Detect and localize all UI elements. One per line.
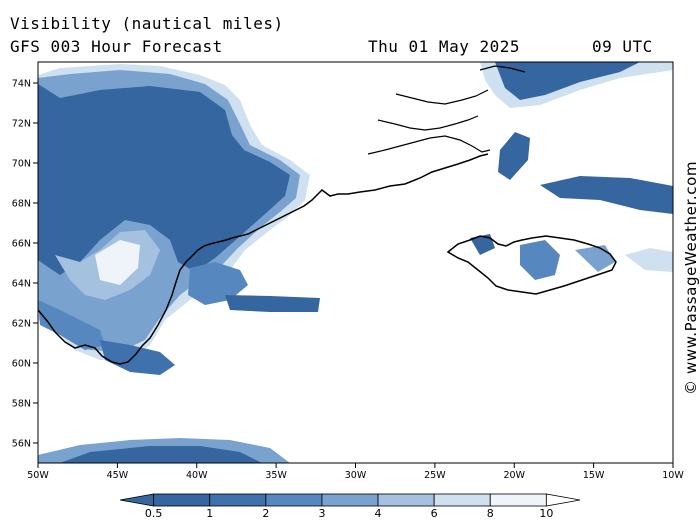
longitude-axis: 50W 45W 40W 35W 30W 25W 20W 15W 10W	[27, 463, 684, 481]
colorbar-label: 8	[487, 507, 494, 520]
lon-tick-label: 25W	[424, 470, 446, 481]
colorbar-label: 2	[262, 507, 269, 520]
lon-tick-label: 30W	[345, 470, 367, 481]
colorbar-label: 3	[318, 507, 325, 520]
lon-tick-label: 45W	[107, 470, 129, 481]
lat-tick-label: 56N	[12, 439, 31, 450]
lat-tick-label: 62N	[12, 319, 31, 330]
lat-tick-label: 58N	[12, 399, 31, 410]
colorbar-label: 6	[431, 507, 438, 520]
lon-tick-label: 15W	[583, 470, 605, 481]
lat-tick-label: 64N	[12, 279, 31, 290]
lat-tick-label: 66N	[12, 239, 31, 250]
forecast-date: Thu 01 May 2025	[368, 37, 520, 56]
chart-title: Visibility (nautical miles)	[10, 14, 284, 33]
greenland-fjords	[367, 65, 526, 155]
colorbar-swatch	[209, 493, 267, 507]
lon-tick-label: 20W	[504, 470, 526, 481]
colorbar-swatch	[119, 493, 155, 507]
lat-tick-label: 74N	[12, 79, 31, 90]
colorbar-swatch	[545, 493, 581, 507]
iceland-coastline	[446, 235, 617, 295]
latitude-axis: 74N 72N 70N 68N 66N 64N 62N 60N 58N 56N	[12, 79, 38, 450]
colorbar-swatch	[321, 493, 379, 507]
visibility-field	[38, 62, 673, 463]
colorbar-label: 4	[375, 507, 382, 520]
lon-tick-label: 50W	[27, 470, 49, 481]
lon-tick-label: 35W	[265, 470, 287, 481]
lon-tick-label: 10W	[662, 470, 684, 481]
colorbar-swatch	[265, 493, 323, 507]
colorbar-label: 0.5	[145, 507, 163, 520]
colorbar-label: 1	[206, 507, 213, 520]
lat-tick-label: 72N	[12, 119, 31, 130]
colorbar-label: 10	[539, 507, 553, 520]
lat-tick-label: 60N	[12, 359, 31, 370]
greenland-coastline	[37, 153, 489, 365]
colorbar-swatch	[489, 493, 547, 507]
forecast-time: 09 UTC	[592, 37, 653, 56]
colorbar-swatch	[377, 493, 435, 507]
lat-tick-label: 68N	[12, 199, 31, 210]
colorbar-swatch	[433, 493, 491, 507]
colorbar-swatch	[153, 493, 211, 507]
lon-tick-label: 40W	[186, 470, 208, 481]
forecast-subtitle: GFS 003 Hour Forecast	[10, 37, 223, 56]
lat-tick-label: 70N	[12, 159, 31, 170]
